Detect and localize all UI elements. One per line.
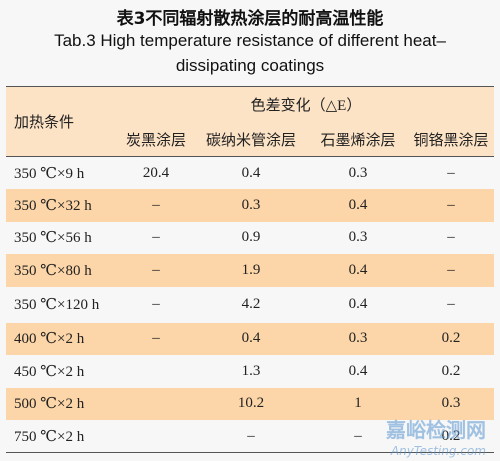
table-row: 350 ℃×32 h – 0.3 0.4 – (6, 189, 494, 222)
cell: – (152, 330, 160, 347)
cell (118, 420, 194, 453)
table-row: 750 ℃×2 h – – 0.2 (6, 420, 494, 453)
cell: 0.3 (241, 196, 261, 213)
cell: 0.4 (348, 261, 368, 278)
cell: – (447, 261, 455, 278)
cell: – (354, 427, 362, 444)
column-header: 炭黑涂层 (125, 132, 186, 149)
table-row: 350 ℃×9 h 20.4 0.4 0.3 – (6, 157, 494, 190)
cell: 10.2 (237, 395, 265, 412)
cell: – (447, 164, 455, 181)
table-row: 350 ℃×80 h – 1.9 0.4 – (6, 254, 494, 287)
cell: 1.9 (241, 261, 261, 278)
cell: 0.4 (241, 330, 261, 347)
table-row: 350 ℃×120 h – 4.2 0.4 – (6, 287, 494, 323)
cell: – (447, 296, 455, 312)
cell: 20.4 (142, 164, 170, 181)
table-row: 500 ℃×2 h 10.2 1 0.3 (6, 387, 494, 421)
cell: 0.2 (441, 427, 461, 444)
watermark: 嘉峪检测网 (386, 418, 486, 442)
column-header: 石墨烯涂层 (320, 132, 396, 149)
cell: 0.4 (348, 196, 368, 213)
cell: 1.3 (241, 362, 261, 379)
cell (118, 388, 194, 421)
cell: – (152, 261, 160, 278)
cell: – (152, 196, 160, 213)
row-label: 350 ℃×32 h (14, 197, 92, 214)
cell: 0.4 (348, 296, 368, 312)
row-label: 350 ℃×9 h (14, 165, 85, 182)
row-label: 350 ℃×56 h (14, 230, 92, 247)
cell: 1 (354, 395, 362, 412)
cell: 0.9 (241, 229, 261, 246)
cell: 0.3 (348, 164, 368, 181)
row-label: 350 ℃×80 h (14, 262, 92, 279)
cell: 0.4 (241, 164, 261, 181)
cell (118, 355, 194, 388)
table-row: 400 ℃×2 h – 0.4 0.3 0.2 (6, 322, 494, 355)
cell: 0.3 (348, 229, 368, 246)
cell: 0.3 (348, 330, 368, 347)
row-label: 750 ℃×2 h (14, 428, 85, 445)
title-en: dissipating coatings (175, 56, 325, 75)
row-label-header: 加热条件 (14, 115, 75, 131)
table-row: 350 ℃×56 h – 0.9 0.3 – (6, 222, 494, 255)
cell: 4.2 (241, 296, 261, 312)
row-label: 350 ℃×120 h (14, 297, 100, 313)
cell: 0.4 (348, 362, 368, 379)
table: 加热条件 色差变化（△E） 炭黑涂层 碳纳米管涂层 石墨烯涂层 铜铬黑涂层 350 ℃… (6, 86, 494, 453)
row-label: 450 ℃×2 h (14, 363, 85, 380)
watermark: AnyTesting.com (390, 444, 486, 458)
group-header: 色差变化（△E） (250, 98, 362, 115)
row-label: 400 ℃×2 h (14, 331, 85, 348)
cell: – (447, 229, 455, 246)
title-en: Tab.3 High temperature resistance of dif… (54, 31, 446, 50)
cell: 0.2 (441, 330, 461, 347)
cell: – (447, 196, 455, 213)
column-header: 铜铬黑涂层 (413, 132, 489, 149)
cell: 0.2 (441, 362, 461, 379)
cell: – (247, 427, 255, 444)
table-row: 450 ℃×2 h 1.3 0.4 0.2 (6, 355, 494, 388)
cell: – (152, 229, 160, 246)
column-header: 碳纳米管涂层 (205, 132, 296, 149)
row-label: 500 ℃×2 h (14, 396, 85, 413)
cell: 0.3 (441, 395, 461, 412)
title-cn: 表3不同辐射散热涂层的耐高温性能 (116, 9, 384, 29)
cell: – (152, 296, 160, 312)
